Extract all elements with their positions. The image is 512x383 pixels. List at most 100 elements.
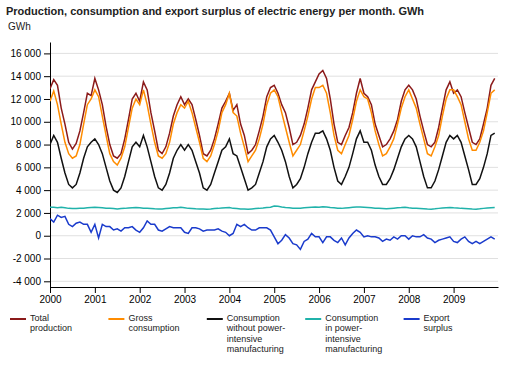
legend-label-line: without power- [226, 324, 286, 334]
legend-swatch [305, 318, 321, 320]
tick-mark [229, 287, 230, 293]
tick-label: 4 000 [16, 185, 41, 196]
tick-mark [44, 53, 50, 54]
legend-label-line: Gross [128, 313, 153, 323]
legend-item: Grossconsumption [108, 313, 179, 333]
tick-mark [454, 287, 455, 293]
tick: 2000 [39, 287, 62, 305]
tick-mark [44, 281, 50, 282]
tick: 14 000 [10, 71, 50, 82]
series-line [50, 131, 495, 193]
title: Production, consumption and export surpl… [6, 5, 424, 17]
tick-mark [364, 287, 365, 293]
tick-mark [44, 236, 50, 237]
tick-label: 2008 [398, 294, 421, 305]
tick: 2001 [84, 287, 107, 305]
tick-label: 2001 [84, 294, 107, 305]
legend-swatch [404, 318, 420, 320]
tick-mark [50, 287, 51, 293]
tick-mark [44, 167, 50, 168]
tick-label: 16 000 [10, 48, 41, 59]
grid-line [50, 144, 498, 145]
tick-label: 0 [35, 230, 41, 241]
tick: 2004 [219, 287, 242, 305]
legend-label: Grossconsumption [128, 313, 179, 333]
tick-mark [44, 122, 50, 123]
legend-label-line: Total [30, 313, 49, 323]
series-line [50, 215, 495, 249]
grid-line [50, 98, 498, 99]
grid [50, 53, 498, 281]
tick: 0 [35, 230, 50, 241]
legend-item: Exportsurplus [404, 313, 454, 333]
grid-line [50, 121, 498, 122]
y-axis-label: GWh [8, 21, 31, 32]
series-line [50, 70, 495, 158]
tick: 4 000 [16, 185, 50, 196]
tick-label: -2 000 [13, 253, 42, 264]
tick-mark [44, 259, 50, 260]
tick-label: 2000 [39, 294, 62, 305]
legend-label: Consumptionin power-intensivemanufacturi… [325, 313, 382, 354]
legend-item: Consumptionin power-intensivemanufacturi… [305, 313, 382, 354]
grid-line [50, 190, 498, 191]
legend-swatch [108, 318, 124, 320]
tick-label: 2002 [129, 294, 152, 305]
tick: 10 000 [10, 116, 50, 127]
plot: -4 000-2 00002 0004 0006 0008 00010 0001… [10, 43, 498, 306]
tick-label: 2004 [219, 294, 242, 305]
axis-line [50, 43, 51, 288]
tick-label: -4 000 [13, 276, 42, 287]
grid-line [50, 258, 498, 259]
tick-label: 2005 [264, 294, 287, 305]
tick: 8 000 [16, 139, 50, 150]
grid-line [50, 167, 498, 168]
grid-line [50, 76, 498, 77]
legend-item: Totalproduction [10, 313, 72, 333]
legend-label-line: Consumption [325, 313, 378, 323]
legend-label: Exportsurplus [424, 313, 454, 333]
tick-mark [319, 287, 320, 293]
series-line [50, 206, 495, 209]
tick-mark [44, 99, 50, 100]
tick: 16 000 [10, 48, 50, 59]
tick-mark [44, 76, 50, 77]
tick: 2009 [443, 287, 466, 305]
x-axis: 2000 2001 2002 2003 2004 2005 2006 2007 2008 2009 [39, 287, 498, 305]
tick-label: 12 000 [10, 94, 41, 105]
legend-label-line: consumption [128, 324, 179, 334]
tick-mark [95, 287, 96, 293]
tick: 2007 [353, 287, 376, 305]
tick-label: 2007 [353, 294, 376, 305]
tick: 2006 [308, 287, 331, 305]
legend-label-line: production [30, 324, 72, 334]
tick-mark [185, 287, 186, 293]
tick-label: 2009 [443, 294, 466, 305]
tick-label: 2003 [174, 294, 197, 305]
tick-mark [274, 287, 275, 293]
legend-swatch [207, 318, 223, 320]
tick-mark [44, 213, 50, 214]
grid-line [50, 281, 498, 282]
tick-label: 8 000 [16, 139, 41, 150]
tick-label: 14 000 [10, 71, 41, 82]
tick-mark [44, 190, 50, 191]
legend-label: Consumptionwithout power-intensivemanufa… [226, 313, 286, 354]
legend-swatch [10, 318, 26, 320]
tick: 2005 [264, 287, 287, 305]
legend-label-line: in power- [325, 324, 362, 334]
grid-line [50, 212, 498, 213]
legend-label-line: manufacturing [325, 344, 382, 354]
series-line [50, 85, 495, 165]
legend-label-line: Export [424, 313, 451, 323]
tick-label: 10 000 [10, 116, 41, 127]
grid-line [50, 53, 498, 54]
legend-item: Consumptionwithout power-intensivemanufa… [207, 313, 286, 354]
tick-mark [44, 145, 50, 146]
tick: 6 000 [16, 162, 50, 173]
tick: 2002 [129, 287, 152, 305]
tick-label: 6 000 [16, 162, 41, 173]
tick: -2 000 [13, 253, 50, 264]
chart: -4 000-2 00002 0004 0006 0008 00010 0001… [0, 0, 512, 383]
tick-mark [409, 287, 410, 293]
